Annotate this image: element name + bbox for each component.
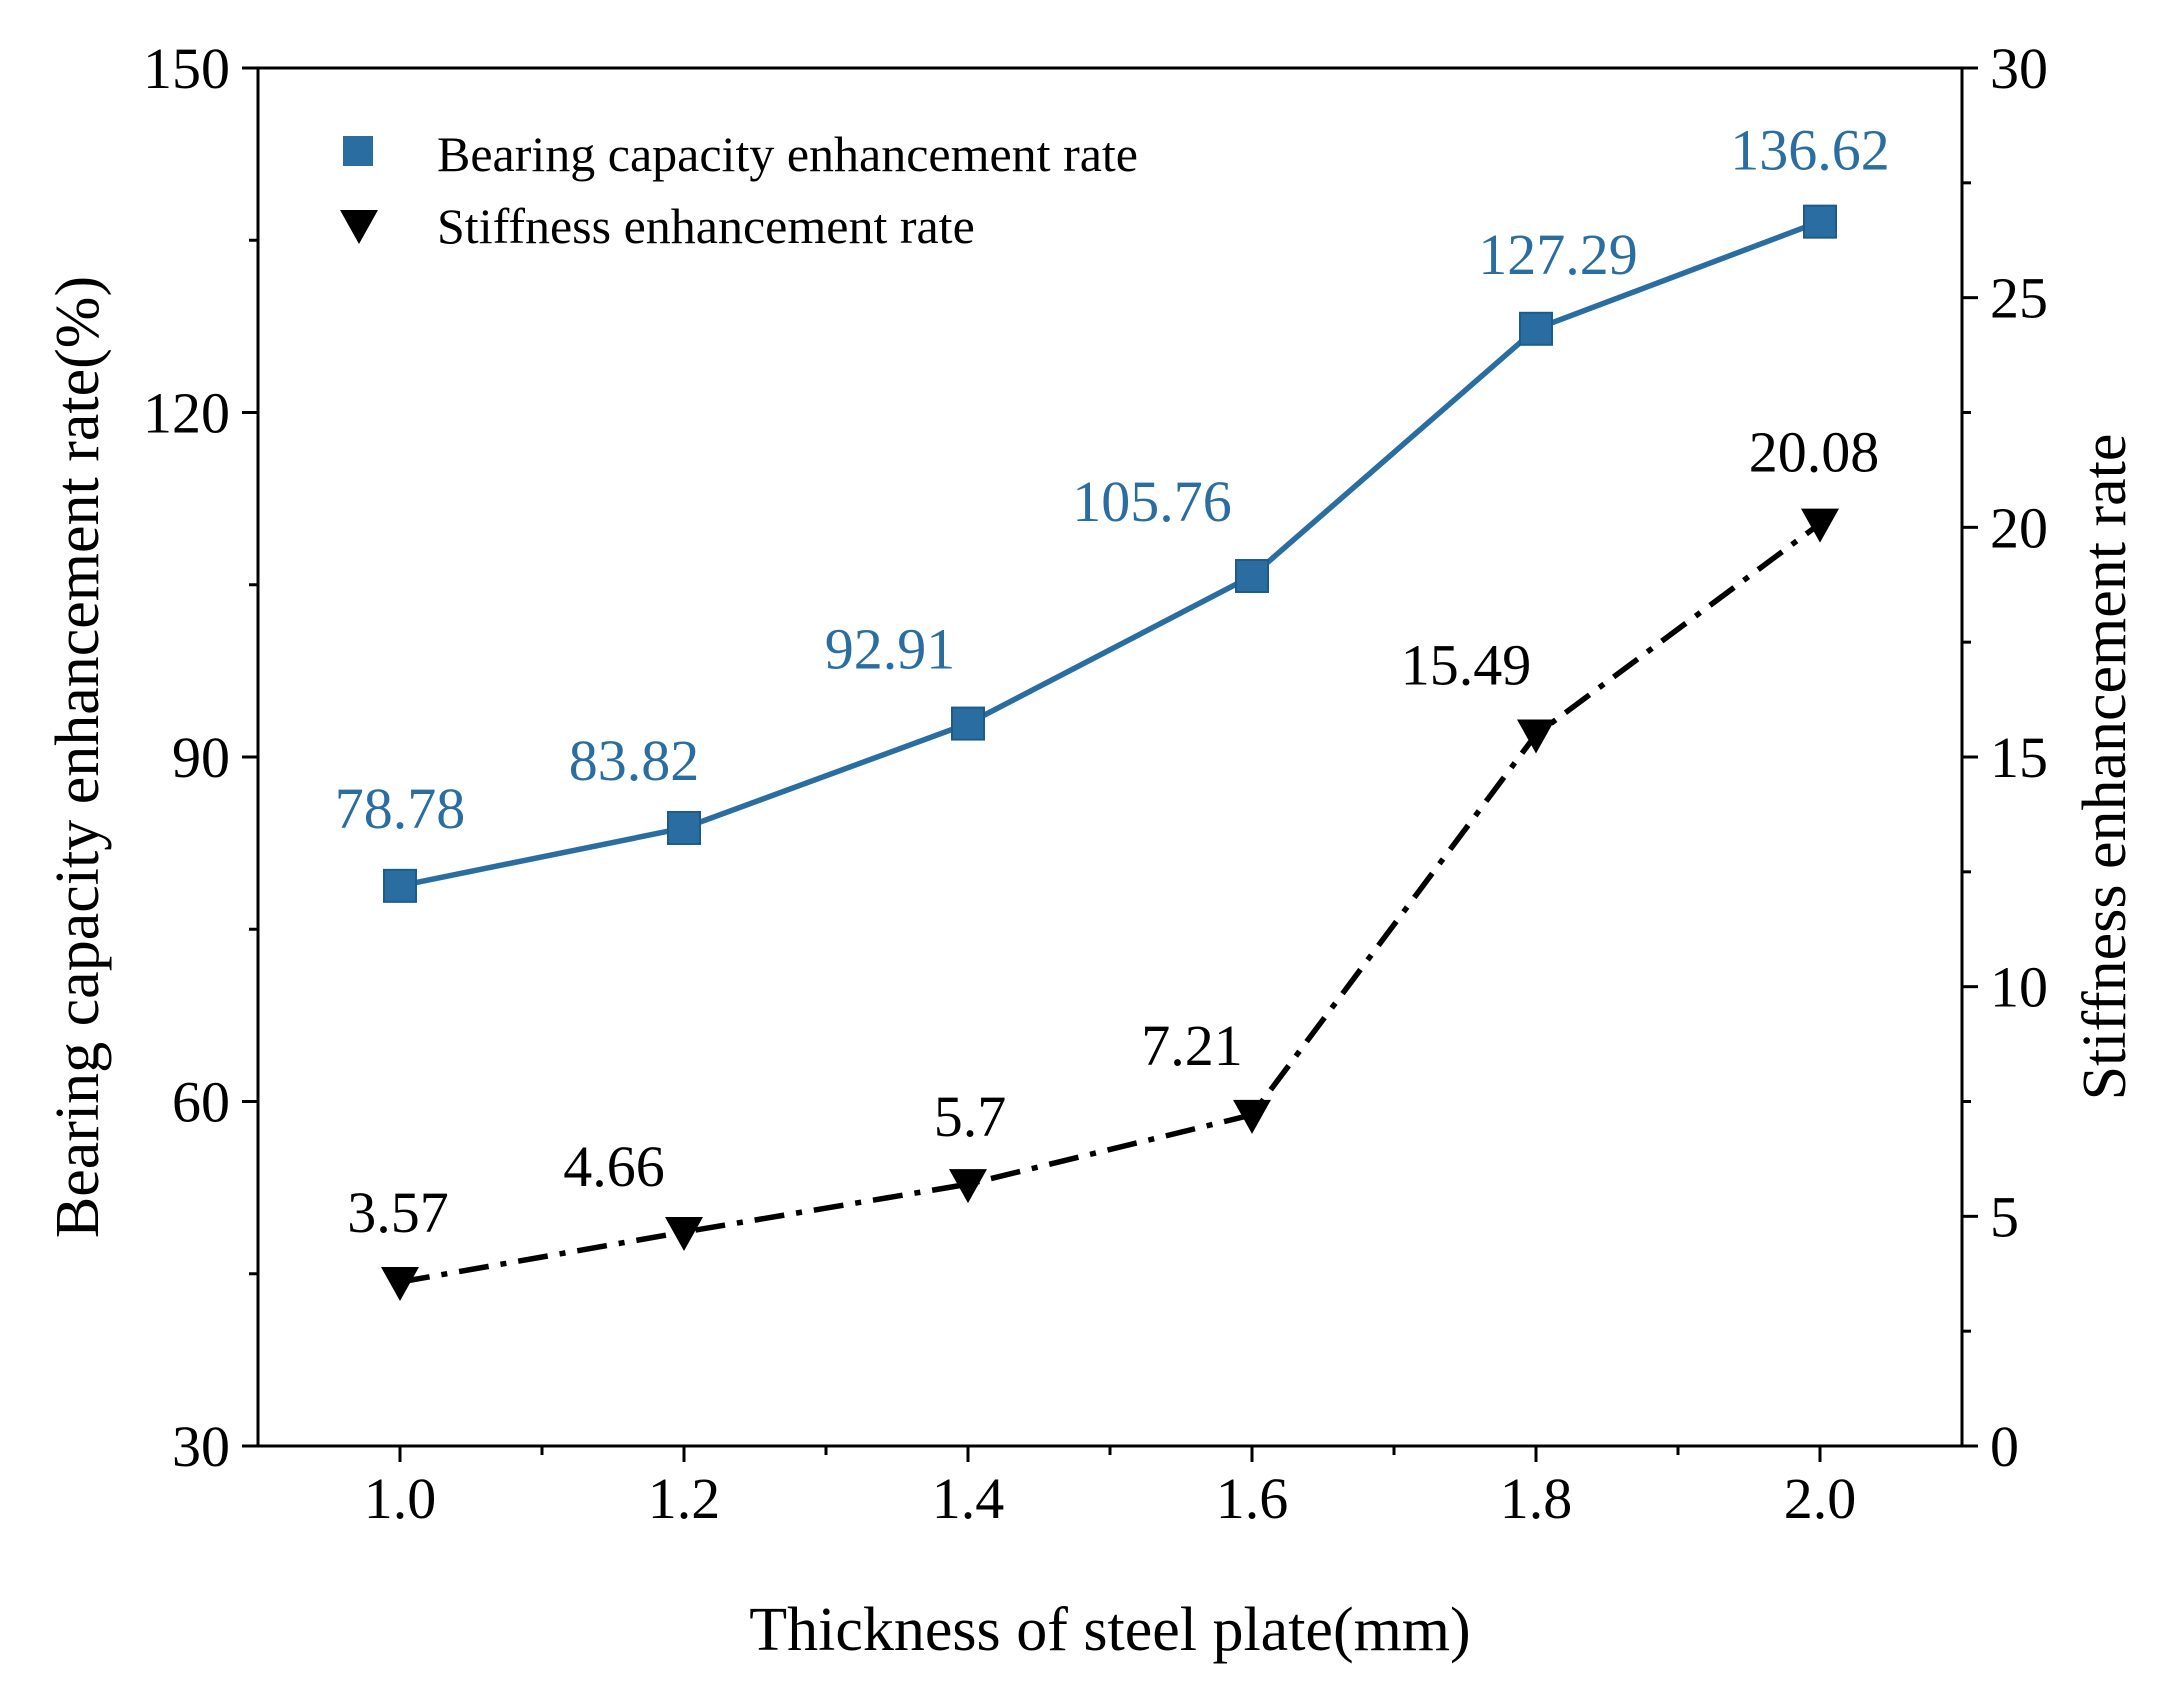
stiffness-data-label: 3.57 [347, 1180, 449, 1245]
stiffness-data-label: 7.21 [1141, 1013, 1243, 1078]
stiffness-data-label: 20.08 [1749, 420, 1880, 485]
y-left-tick-label: 60 [172, 1070, 230, 1135]
y-right-tick-label: 20 [1990, 495, 2048, 560]
stiffness-point [381, 1267, 419, 1302]
x-tick-label: 1.2 [648, 1466, 721, 1531]
x-tick-label: 1.6 [1216, 1466, 1289, 1531]
y-right-tick-label: 0 [1990, 1414, 2019, 1479]
x-tick-label: 1.4 [932, 1466, 1005, 1531]
bearing-capacity-data-label: 78.78 [335, 776, 466, 841]
series-line-bearing-capacity [399, 219, 1821, 889]
y-right-tick-label: 10 [1990, 955, 2048, 1020]
stiffness-point [1517, 719, 1555, 754]
bearing-capacity-point [951, 706, 985, 741]
x-tick-label: 1.0 [364, 1466, 437, 1531]
y-right-tick-label: 5 [1990, 1184, 2019, 1249]
legend-label-bearing-capacity: Bearing capacity enhancement rate [437, 126, 1138, 182]
bearing-capacity-data-label: 136.62 [1730, 118, 1890, 183]
legend-square-marker [343, 136, 373, 166]
bearing-capacity-point [1519, 311, 1553, 346]
stiffness-data-label: 5.7 [934, 1084, 1007, 1149]
stiffness-point [1801, 508, 1839, 543]
bearing-capacity-point [1235, 559, 1269, 594]
x-tick-label: 1.8 [1500, 1466, 1573, 1531]
bearing-capacity-data-label: 105.76 [1072, 469, 1232, 534]
y-right-tick-label: 30 [1990, 36, 2048, 101]
bearing-capacity-data-label: 127.29 [1478, 222, 1638, 287]
series-line-stiffness [399, 521, 1822, 1285]
plot-area-frame [256, 66, 1964, 1448]
bearing-capacity-point [383, 868, 417, 903]
y-left-tick-label: 120 [143, 381, 230, 446]
stiffness-point [665, 1216, 703, 1251]
legend-triangle-marker [340, 210, 378, 244]
bearing-capacity-point [1803, 204, 1837, 239]
stiffness-point [1233, 1099, 1271, 1134]
bearing-capacity-data-label: 92.91 [825, 617, 956, 682]
y-right-axis-title: Stiffness enhancement rate [2071, 434, 2139, 1101]
y-left-tick-label: 30 [172, 1414, 230, 1479]
stiffness-data-label: 15.49 [1401, 632, 1532, 697]
x-axis-title: Thickness of steel plate(mm) [749, 1596, 1470, 1664]
x-tick-label: 2.0 [1784, 1466, 1857, 1531]
stiffness-data-label: 4.66 [563, 1134, 665, 1199]
stiffness-point [949, 1169, 987, 1204]
y-left-axis-title: Bearing capacity enhancement rate(%) [44, 276, 112, 1238]
y-right-tick-label: 15 [1990, 725, 2048, 790]
bearing-capacity-point [667, 810, 701, 845]
legend-label-stiffness: Stiffness enhancement rate [437, 198, 975, 254]
y-right-tick-label: 25 [1990, 266, 2048, 331]
bearing-capacity-data-label: 83.82 [569, 728, 700, 793]
y-left-tick-label: 90 [172, 725, 230, 790]
y-left-tick-label: 150 [143, 36, 230, 101]
